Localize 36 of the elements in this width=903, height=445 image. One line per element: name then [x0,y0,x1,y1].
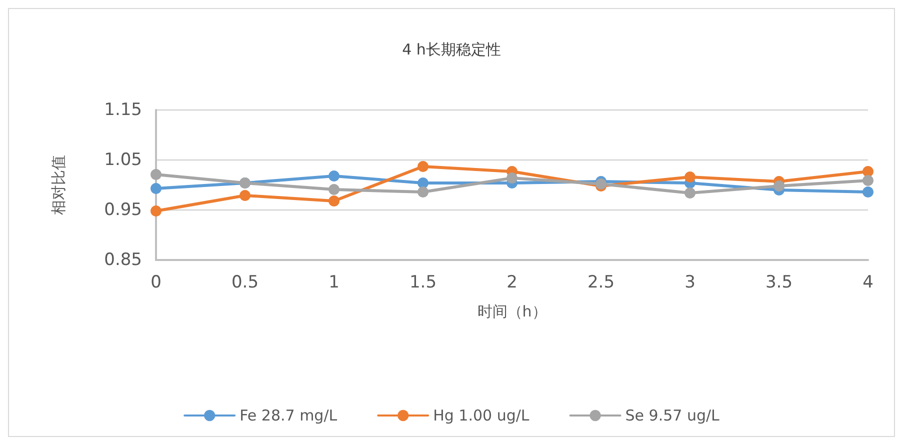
x-tick-label: 1 [328,272,340,292]
legend-label: Fe 28.7 mg/L [240,406,338,424]
y-tick-label: 0.85 [104,250,142,270]
x-tick-label: 0 [150,272,162,292]
x-axis-title: 时间（h） [477,302,547,320]
x-tick-label: 3 [684,272,696,292]
y-tick-label: 1.05 [104,150,142,170]
y-axis-title: 相对比值 [50,155,68,215]
point [862,175,874,186]
x-tick-label: 4 [862,272,874,292]
point [150,183,162,194]
y-tick-label: 0.95 [104,200,142,220]
legend-label: Hg 1.00 ug/L [433,406,530,424]
point [684,188,696,198]
legend-label: Se 9.57 ug/L [625,406,720,424]
point [774,180,784,192]
point [150,206,162,216]
x-tick-label: 2 [506,272,518,292]
point [328,196,340,206]
point [328,184,340,195]
point [418,161,428,172]
point [862,166,874,177]
y-tick-label: 1.15 [104,100,142,120]
x-tick-label: 1.5 [409,272,437,292]
x-tick-label: 2.5 [587,272,615,292]
x-tick-label: 0.5 [231,272,259,292]
point [684,172,696,182]
point [328,170,340,182]
x-tick-label: 3.5 [765,272,793,292]
point [418,186,428,198]
point [150,169,162,180]
point [506,172,518,184]
chart-title: 4 h长期稳定性 [402,40,501,58]
point [240,190,250,201]
point [418,178,428,188]
point [862,186,874,198]
